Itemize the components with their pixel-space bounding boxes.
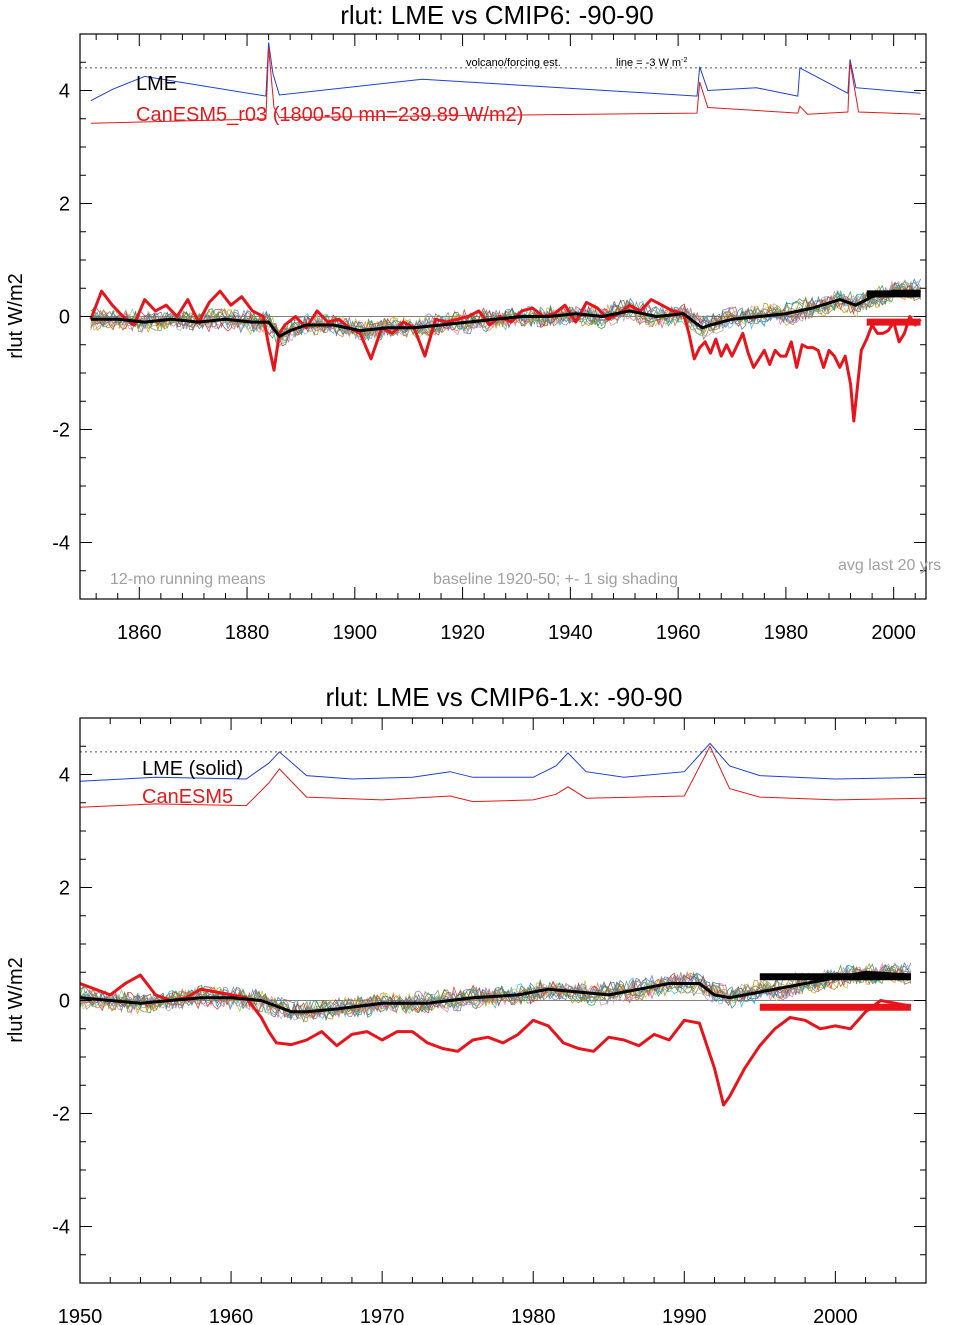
line-note-superscript: -2 [681, 57, 687, 64]
line-note-text: line = -3 W m [616, 57, 681, 69]
canesm-forcing-series [79, 745, 927, 808]
x-tick-label: 1880 [225, 622, 270, 644]
y-tick-label: -2 [52, 1104, 70, 1126]
y-tick-label: 4 [59, 765, 70, 787]
x-tick-label: 1990 [662, 1306, 707, 1325]
x-tick-label: 1900 [333, 622, 378, 644]
y-axis-label: rlut W/m2 [5, 273, 27, 359]
ensemble-member-series [90, 285, 921, 344]
ensemble-member-series [90, 278, 921, 340]
y-axis-label: rlut W/m2 [5, 957, 27, 1043]
x-tick-label: 1860 [117, 622, 162, 644]
plot-area [79, 742, 927, 1107]
legend-lme: LME (solid) [142, 758, 243, 780]
avg-last-20-annotation: avg last 20 yrs [838, 557, 941, 574]
x-tick-label: 1960 [656, 622, 701, 644]
chart-panel-1: rlut: LME vs CMIP6: -90-90 -4 -2 0 2 4 1860 18… [5, 0, 941, 644]
ensemble-member-series [79, 966, 912, 1021]
y-tick-label: -4 [52, 533, 70, 555]
canesm-forcing-series [90, 48, 921, 124]
axes: -4 -2 0 2 4 1950 1960 1970 1980 1990 2000 [52, 717, 927, 1325]
x-tick-label: 1960 [209, 1306, 254, 1325]
chart-title: rlut: LME vs CMIP6-1.x: -90-90 [326, 682, 683, 712]
y-tick-label: 0 [59, 991, 70, 1013]
y-tick-label: -2 [52, 420, 70, 442]
legend-lme: LME [136, 73, 177, 95]
x-tick-label: 1980 [511, 1306, 556, 1325]
legend-canesm: CanESM5_r03 (1800-50 mn=239.89 W/m2) [136, 104, 523, 126]
ensemble-mean-series [90, 289, 921, 338]
chart-title: rlut: LME vs CMIP6: -90-90 [340, 0, 654, 30]
lme-forcing-series [79, 742, 927, 782]
lme-forcing-series [90, 42, 921, 102]
ensemble-member-series [79, 961, 912, 1020]
baseline-annotation: baseline 1920-50; +- 1 sig shading [433, 571, 678, 588]
ensemble-member-series [90, 279, 921, 348]
forcing-annotation: volcano/forcing est. [466, 57, 561, 69]
y-tick-label: -4 [52, 1217, 70, 1239]
x-tick-label: 1950 [58, 1306, 103, 1325]
x-tick-label: 2000 [813, 1306, 858, 1325]
x-tick-label: 1980 [764, 622, 809, 644]
ensemble-mean-series [79, 970, 911, 1014]
y-tick-label: 2 [59, 878, 70, 900]
plot-area [80, 42, 926, 423]
chart-panel-2: rlut: LME vs CMIP6-1.x: -90-90 -4 -2 0 2 4 19… [5, 682, 927, 1325]
axes: -4 -2 0 2 4 1860 1880 1900 1920 1940 1960 1980 2000 [52, 33, 926, 644]
running-mean-annotation: 12-mo running means [110, 571, 266, 588]
x-tick-label: 2000 [871, 622, 916, 644]
y-tick-label: 4 [59, 81, 70, 103]
legend-canesm: CanESM5 [142, 786, 233, 808]
x-tick-label: 1970 [360, 1306, 405, 1325]
canesm-series [79, 973, 912, 1107]
x-tick-label: 1940 [548, 622, 593, 644]
x-tick-label: 1920 [440, 622, 485, 644]
line-note: line = -3 W m-2 [616, 57, 687, 69]
y-tick-label: 2 [59, 194, 70, 216]
y-tick-label: 0 [59, 307, 70, 329]
